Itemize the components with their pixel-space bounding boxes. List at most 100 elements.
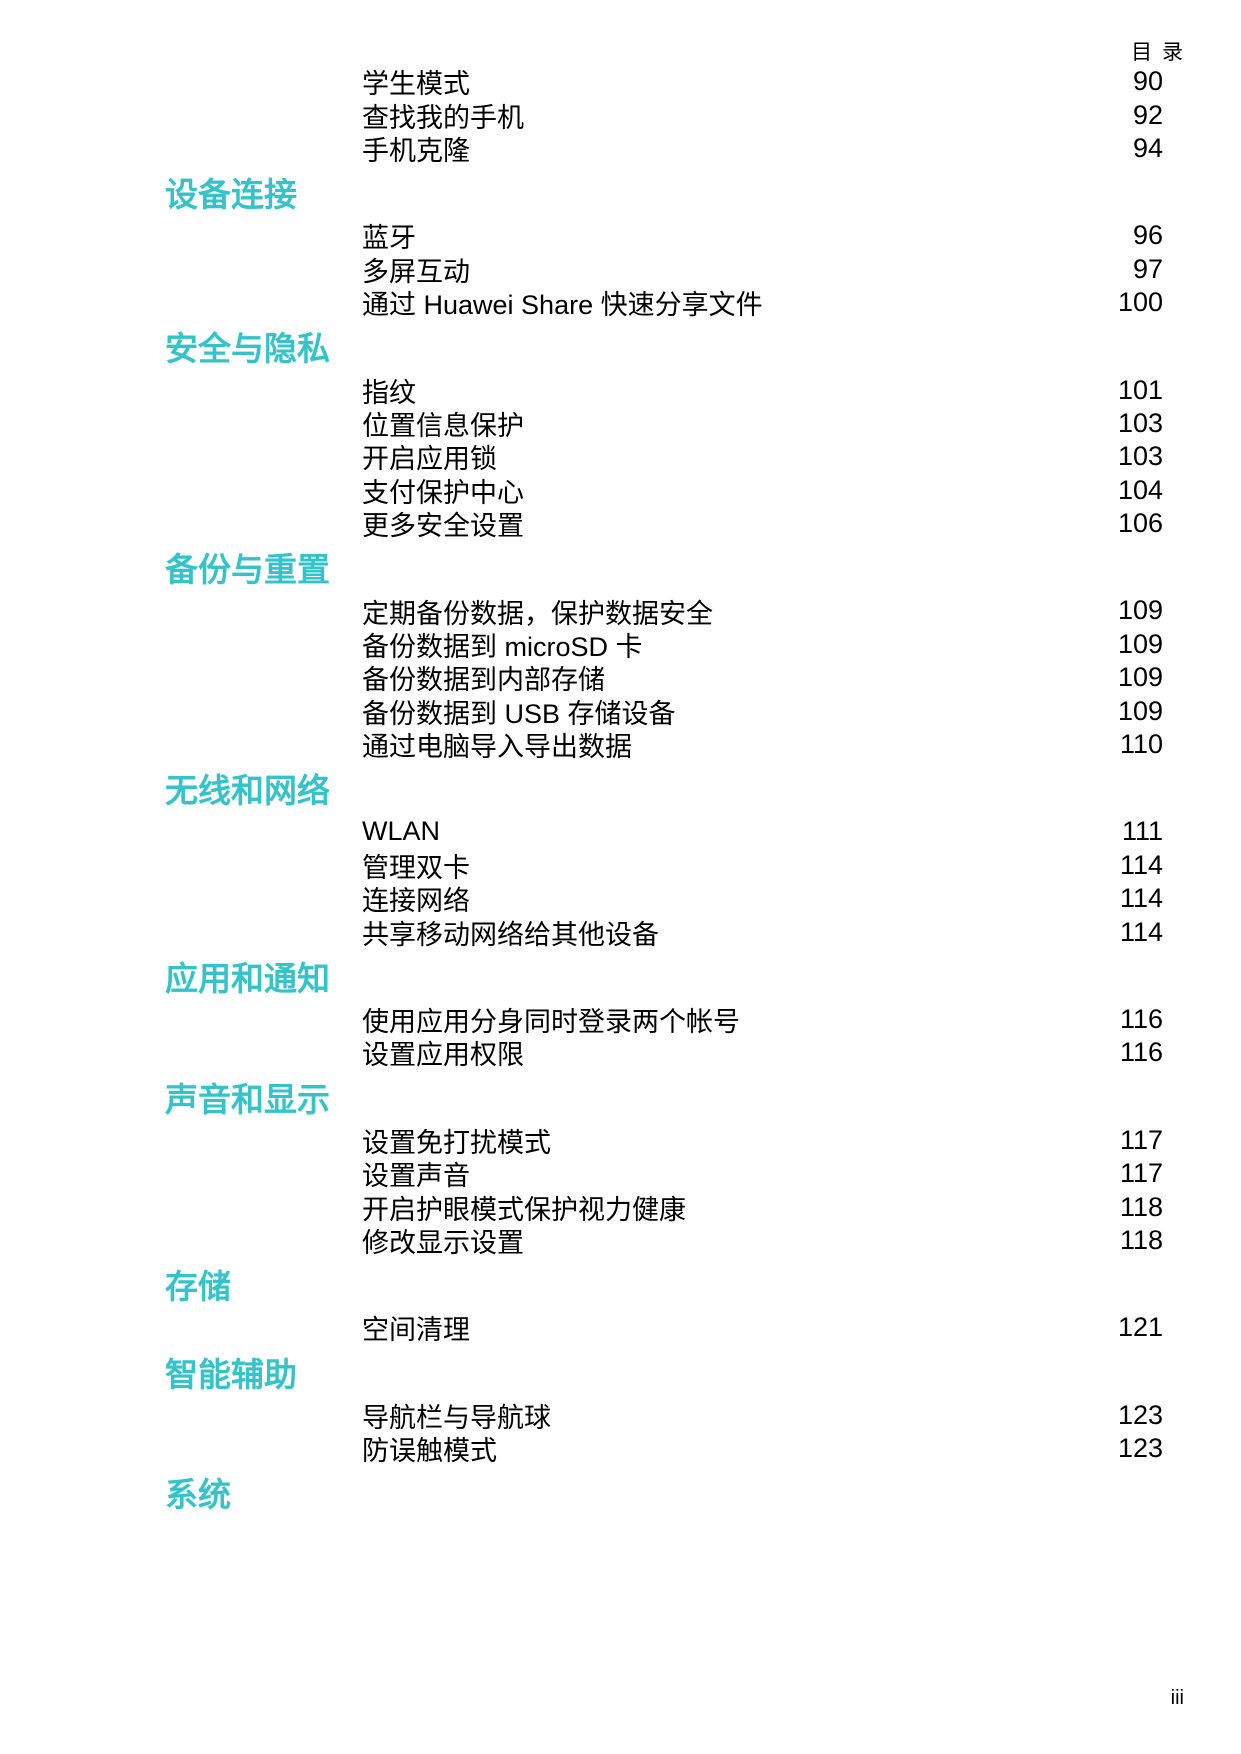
toc-section: 存储 空间清理 121 <box>165 1267 1163 1346</box>
entry-label[interactable]: 定期备份数据，保护数据安全 <box>362 598 713 629</box>
toc-entry[interactable]: 设置声音 117 <box>165 1157 1163 1192</box>
toc-entry[interactable]: 管理双卡 114 <box>165 849 1163 883</box>
entry-label[interactable]: 连接网络 <box>362 886 470 917</box>
entry-label[interactable]: 共享移动网络给其他设备 <box>362 919 659 950</box>
toc-section: 智能辅助 导航栏与导航球 123 防误触模式 123 <box>165 1355 1163 1467</box>
toc-entry[interactable]: 使用应用分身同时登录两个帐号 116 <box>165 1003 1163 1038</box>
entry-label[interactable]: 学生模式 <box>362 69 470 100</box>
toc-entry[interactable]: 连接网络 114 <box>165 882 1163 917</box>
toc-entry[interactable]: 防误触模式 123 <box>165 1432 1163 1467</box>
toc-entry[interactable]: 学生模式 90 <box>165 65 1163 100</box>
entry-page-number: 114 <box>1119 883 1163 914</box>
toc-entry[interactable]: 共享移动网络给其他设备 114 <box>165 915 1163 950</box>
entry-label[interactable]: 空间清理 <box>362 1315 470 1346</box>
toc-entry[interactable]: 位置信息保护 103 <box>165 407 1163 441</box>
entry-page-number: 118 <box>1119 1191 1163 1222</box>
entry-label[interactable]: 支付保护中心 <box>362 477 524 508</box>
entry-page-number: 109 <box>1117 662 1163 693</box>
entry-label[interactable]: 防误触模式 <box>362 1436 497 1467</box>
entry-page-number: 110 <box>1119 729 1163 760</box>
entry-label[interactable]: 开启护眼模式保护视力健康 <box>362 1194 686 1225</box>
entry-label[interactable]: 设置应用权限 <box>362 1040 524 1071</box>
toc-entry[interactable]: 备份数据到 USB 存储设备 109 <box>165 694 1163 729</box>
toc-section: 系统 <box>165 1475 1163 1515</box>
section-entries: 定期备份数据，保护数据安全 109 备份数据到 microSD 卡 109 备份… <box>165 594 1163 763</box>
toc-entry[interactable]: 开启护眼模式保护视力健康 118 <box>165 1190 1163 1225</box>
entry-label[interactable]: WLAN <box>362 816 441 847</box>
section-title[interactable]: 系统 <box>165 1476 231 1514</box>
entry-label[interactable]: 使用应用分身同时登录两个帐号 <box>362 1007 740 1038</box>
toc-list: 学生模式 90 查找我的手机 92 手机克隆 94 设备连接 蓝牙 96 多屏互… <box>165 65 1163 1519</box>
toc-entry[interactable]: 定期备份数据，保护数据安全 109 <box>165 594 1163 628</box>
entry-label[interactable]: 修改显示设置 <box>362 1227 524 1258</box>
entry-page-number: 106 <box>1117 508 1163 539</box>
toc-section: 无线和网络 WLAN 111 管理双卡 114 连接网络 114 共享移动网络给… <box>165 771 1163 949</box>
section-entries: 指纹 101 位置信息保护 103 开启应用锁 103 支付保护中心 104 更… <box>165 373 1163 542</box>
toc-entry[interactable]: 更多安全设置 106 <box>165 507 1163 542</box>
entry-page-number: 117 <box>1119 1124 1163 1155</box>
entry-label[interactable]: 通过电脑导入导出数据 <box>362 732 632 763</box>
toc-section: 学生模式 90 查找我的手机 92 手机克隆 94 <box>165 65 1163 166</box>
toc-entry[interactable]: 多屏互动 97 <box>165 253 1163 287</box>
entry-page-number: 123 <box>1117 1433 1163 1464</box>
toc-entry[interactable]: 指纹 101 <box>165 373 1163 408</box>
toc-entry[interactable]: 蓝牙 96 <box>165 219 1163 254</box>
entry-label[interactable]: 导航栏与导航球 <box>362 1402 551 1433</box>
section-entries: 使用应用分身同时登录两个帐号 116 设置应用权限 116 <box>165 1003 1163 1070</box>
section-title[interactable]: 备份与重置 <box>165 551 330 589</box>
entry-page-number: 104 <box>1117 474 1163 505</box>
entry-label[interactable]: 多屏互动 <box>362 256 470 287</box>
section-title[interactable]: 声音和显示 <box>165 1080 330 1118</box>
section-title[interactable]: 无线和网络 <box>165 772 330 810</box>
entry-page-number: 109 <box>1117 595 1163 626</box>
entry-label[interactable]: 设置免打扰模式 <box>362 1127 551 1158</box>
entry-label[interactable]: 查找我的手机 <box>362 102 524 133</box>
toc-section: 备份与重置 定期备份数据，保护数据安全 109 备份数据到 microSD 卡 … <box>165 550 1163 763</box>
entry-page-number: 121 <box>1117 1312 1163 1343</box>
entry-label[interactable]: 备份数据到内部存储 <box>362 665 605 696</box>
section-title[interactable]: 智能辅助 <box>165 1355 297 1393</box>
toc-entry[interactable]: 通过 Huawei Share 快速分享文件 100 <box>165 286 1163 321</box>
section-title[interactable]: 设备连接 <box>165 176 297 214</box>
entry-label[interactable]: 通过 Huawei Share 快速分享文件 <box>362 290 763 321</box>
section-title[interactable]: 应用和通知 <box>165 959 330 997</box>
section-entries: WLAN 111 管理双卡 114 连接网络 114 共享移动网络给其他设备 1… <box>165 815 1163 949</box>
entry-label[interactable]: 备份数据到 microSD 卡 <box>362 631 643 662</box>
toc-entry[interactable]: 查找我的手机 92 <box>165 98 1163 133</box>
section-entries: 蓝牙 96 多屏互动 97 通过 Huawei Share 快速分享文件 100 <box>165 219 1163 321</box>
toc-entry[interactable]: 支付保护中心 104 <box>165 474 1163 508</box>
toc-entry[interactable]: 设置应用权限 116 <box>165 1036 1163 1071</box>
toc-entry[interactable]: 通过电脑导入导出数据 110 <box>165 728 1163 763</box>
entry-page-number: 97 <box>1132 253 1163 284</box>
toc-entry[interactable]: 空间清理 121 <box>165 1311 1163 1346</box>
section-entries: 设置免打扰模式 117 设置声音 117 开启护眼模式保护视力健康 118 修改… <box>165 1124 1163 1258</box>
entry-label[interactable]: 指纹 <box>362 377 416 408</box>
toc-entry[interactable]: 手机克隆 94 <box>165 132 1163 166</box>
toc-entry[interactable]: 开启应用锁 103 <box>165 440 1163 475</box>
entry-label[interactable]: 位置信息保护 <box>362 410 524 441</box>
toc-entry[interactable]: 修改显示设置 118 <box>165 1224 1163 1258</box>
toc-entry[interactable]: 备份数据到内部存储 109 <box>165 661 1163 696</box>
entry-label[interactable]: 设置声音 <box>362 1161 470 1192</box>
entry-page-number: 109 <box>1117 695 1163 726</box>
entry-label[interactable]: 开启应用锁 <box>362 444 497 475</box>
toc-entry[interactable]: WLAN 111 <box>165 815 1163 848</box>
toc-section: 声音和显示 设置免打扰模式 117 设置声音 117 开启护眼模式保护视力健康 … <box>165 1080 1163 1258</box>
entry-label[interactable]: 管理双卡 <box>362 852 470 883</box>
section-title[interactable]: 安全与隐私 <box>165 330 330 368</box>
toc-entry[interactable]: 导航栏与导航球 123 <box>165 1399 1163 1433</box>
section-entries: 空间清理 121 <box>165 1311 1163 1346</box>
entry-label[interactable]: 备份数据到 USB 存储设备 <box>362 698 676 729</box>
entry-label[interactable]: 更多安全设置 <box>362 511 524 542</box>
toc-entry[interactable]: 设置免打扰模式 117 <box>165 1124 1163 1158</box>
toc-entry[interactable]: 备份数据到 microSD 卡 109 <box>165 628 1163 662</box>
page-number: iii <box>1170 1687 1184 1709</box>
entry-page-number: 96 <box>1132 220 1163 251</box>
entry-page-number: 109 <box>1117 628 1163 659</box>
entry-page-number: 123 <box>1117 1399 1163 1430</box>
section-title[interactable]: 存储 <box>165 1268 231 1306</box>
entry-label[interactable]: 蓝牙 <box>362 223 416 254</box>
entry-page-number: 116 <box>1119 1004 1163 1034</box>
entry-label[interactable]: 手机克隆 <box>362 135 470 166</box>
